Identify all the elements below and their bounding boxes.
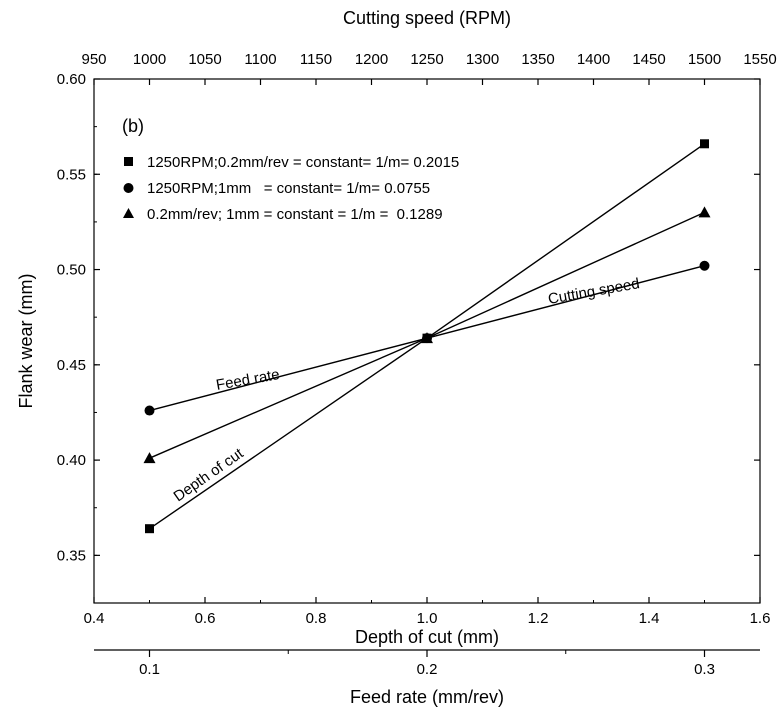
top-axis: 950 1000 1050 1100 1150 1200 1250 1300 1350 1400 1… <box>81 51 777 85</box>
data-point-triangle <box>143 452 156 464</box>
top-axis-tick-label: 1100 <box>244 51 276 68</box>
bottom-axis: 0.4 0.6 0.8 1.0 1.2 1.4 1.6 <box>84 597 771 627</box>
top-axis-tick-label: 1050 <box>188 51 221 68</box>
feed-axis-tick-label: 0.3 <box>694 661 715 678</box>
top-axis-tick-label: 1400 <box>577 51 610 68</box>
top-axis-tick-label: 950 <box>81 51 106 68</box>
top-axis-tick-label: 1300 <box>466 51 499 68</box>
bottom-axis-title: Depth of cut (mm) <box>355 627 499 647</box>
data-point-circle <box>699 260 710 271</box>
series-layer <box>143 139 711 534</box>
left-axis-tick-label: 0.35 <box>57 547 86 564</box>
left-axis-tick-label: 0.60 <box>57 71 86 88</box>
top-axis-tick-label: 1200 <box>355 51 388 68</box>
line-label-depth-of-cut: Depth of cut <box>171 444 248 505</box>
top-axis-tick-label: 1000 <box>133 51 166 68</box>
line-label-cutting-speed: Cutting speed <box>547 275 641 308</box>
left-axis-tick-label: 0.40 <box>57 452 86 469</box>
left-axis-tick-label: 0.55 <box>57 166 86 183</box>
legend-marker-triangle <box>123 208 134 218</box>
left-axis: 0.35 0.40 0.45 0.50 0.55 0.60 <box>57 71 760 604</box>
legend-entry-1: 1250RPM;0.2mm/rev = constant= 1/m= 0.201… <box>147 154 459 171</box>
data-point-triangle <box>698 206 711 218</box>
bottom-axis-tick-label: 1.6 <box>750 610 771 627</box>
feed-axis-tick-label: 0.1 <box>139 661 160 678</box>
data-point-circle <box>144 405 155 416</box>
legend-marker-square <box>124 157 133 166</box>
bottom-axis-tick-label: 0.8 <box>306 610 327 627</box>
bottom-axis-tick-label: 1.0 <box>417 610 438 627</box>
left-axis-tick-label: 0.50 <box>57 262 86 279</box>
top-axis-tick-label: 1500 <box>688 51 721 68</box>
left-axis-tick-label: 0.45 <box>57 357 86 374</box>
top-axis-tick-label: 1250 <box>410 51 443 68</box>
feed-rate-axis: 0.1 0.2 0.3 <box>94 649 760 678</box>
bottom-axis-tick-label: 1.2 <box>528 610 549 627</box>
feed-axis-tick-label: 0.2 <box>417 661 438 678</box>
feed-axis-title: Feed rate (mm/rev) <box>350 687 504 707</box>
data-point-square <box>700 139 709 149</box>
data-point-square <box>145 524 154 534</box>
bottom-axis-tick-label: 0.6 <box>195 610 216 627</box>
top-axis-tick-label: 1550 <box>743 51 776 68</box>
top-axis-tick-label: 1450 <box>632 51 665 68</box>
y-axis-title: Flank wear (mm) <box>16 273 36 408</box>
top-axis-title: Cutting speed (RPM) <box>343 8 511 28</box>
legend-entry-3: 0.2mm/rev; 1mm = constant = 1/m = 0.1289 <box>147 206 443 223</box>
legend-entry-2: 1250RPM;1mm = constant= 1/m= 0.0755 <box>147 180 430 197</box>
line-label-feed-rate: Feed rate <box>215 366 281 394</box>
bottom-axis-tick-label: 0.4 <box>84 610 105 627</box>
top-axis-tick-label: 1150 <box>300 51 332 68</box>
legend: 1250RPM;0.2mm/rev = constant= 1/m= 0.201… <box>123 154 459 223</box>
legend-marker-circle <box>123 183 134 193</box>
top-axis-tick-label: 1350 <box>521 51 554 68</box>
panel-label: (b) <box>122 116 144 136</box>
data-point-triangle <box>421 332 433 344</box>
bottom-axis-tick-label: 1.4 <box>639 610 660 627</box>
